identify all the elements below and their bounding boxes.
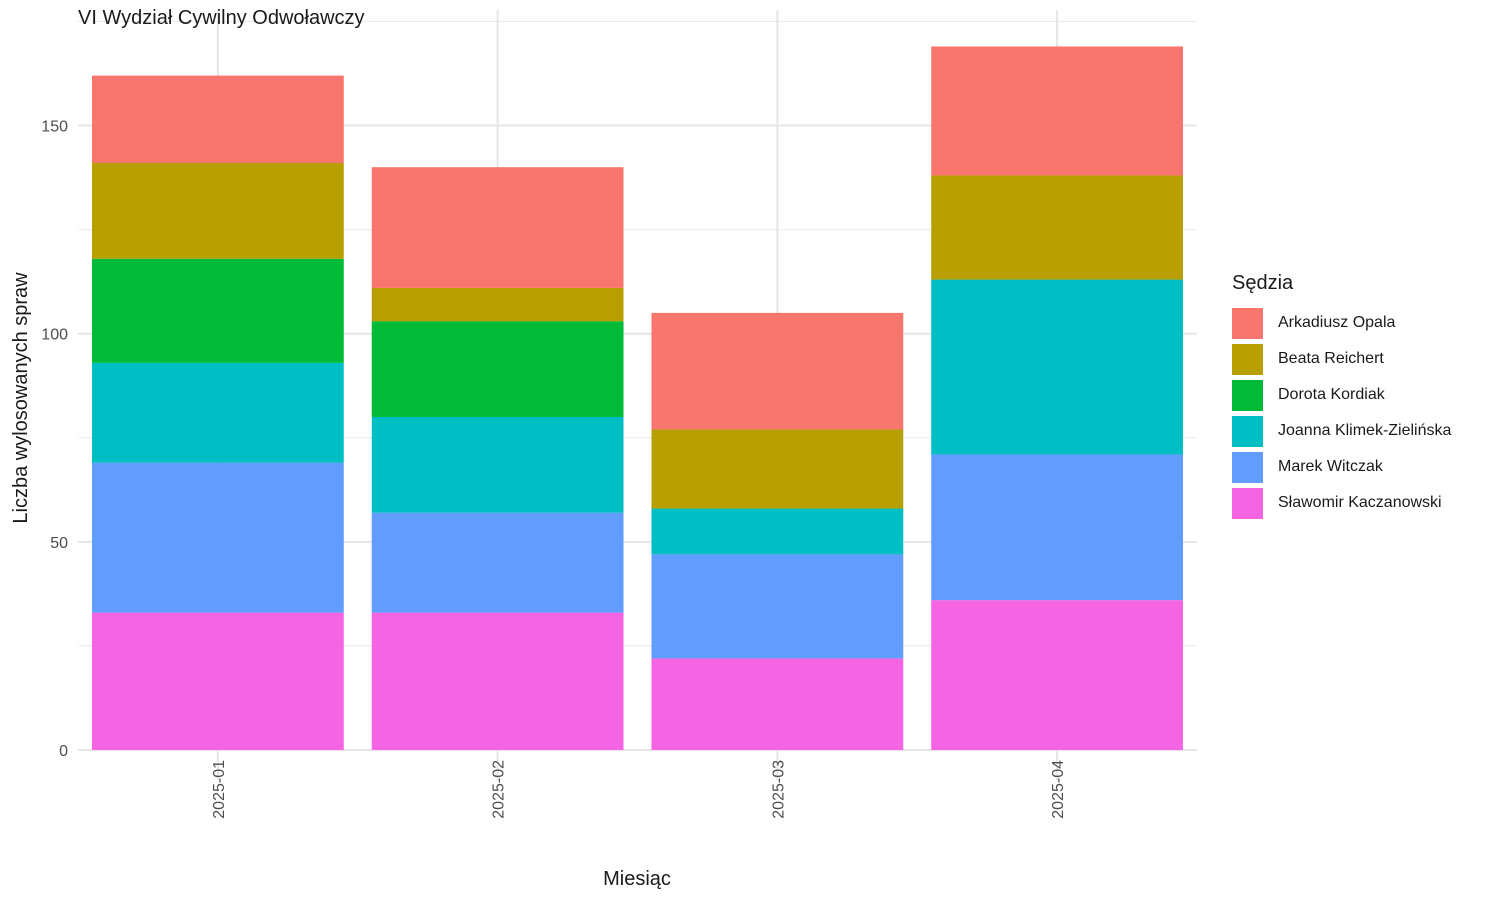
legend-items: Arkadiusz Opala Beata Reichert Dorota Kord… — [1232, 305, 1451, 521]
bar-segment — [91, 75, 344, 164]
legend-item: Arkadiusz Opala — [1232, 305, 1451, 341]
bar-segment — [651, 554, 904, 659]
x-tick-label: 2025-04 — [1050, 760, 1067, 819]
y-tick-label: 150 — [41, 119, 68, 136]
legend-swatch — [1232, 451, 1263, 483]
legend-label: Joanna Klimek-Zielińska — [1278, 422, 1452, 439]
bar-segment — [931, 454, 1184, 601]
legend-title: Sędzia — [1232, 272, 1294, 294]
y-tick-label: 0 — [59, 743, 68, 760]
legend-item: Sławomir Kaczanowski — [1232, 485, 1451, 521]
legend-item: Beata Reichert — [1232, 341, 1451, 377]
y-tick-label: 100 — [41, 327, 68, 344]
legend: Sędzia Arkadiusz Opala Beata Reichert Doro… — [1232, 272, 1451, 521]
bar-segment — [371, 416, 624, 513]
legend-label: Beata Reichert — [1278, 350, 1384, 367]
bar-segment — [371, 287, 624, 322]
bar-segment — [651, 508, 904, 555]
legend-item: Joanna Klimek-Zielińska — [1232, 413, 1451, 449]
bar-segment — [91, 163, 344, 259]
bar-segment — [91, 258, 344, 363]
bar-segment — [371, 321, 624, 417]
x-axis-label: Miesiąc — [603, 868, 671, 890]
legend-item: Dorota Kordiak — [1232, 377, 1451, 413]
bar-segment — [91, 462, 344, 613]
bar-segment — [371, 512, 624, 613]
legend-item: Marek Witczak — [1232, 449, 1451, 485]
legend-swatch — [1232, 487, 1263, 519]
legend-swatch — [1232, 415, 1263, 447]
legend-label: Arkadiusz Opala — [1278, 314, 1396, 331]
bar-segment — [651, 312, 904, 430]
x-tick-label: 2025-01 — [211, 760, 228, 819]
bar-segment — [371, 612, 624, 750]
legend-swatch — [1232, 307, 1263, 339]
y-axis-ticks: 0 50 100 150 — [41, 119, 68, 760]
bar-segment — [931, 279, 1184, 455]
y-tick-label: 50 — [50, 535, 68, 552]
chart-title: VI Wydział Cywilny Odwoławczy — [78, 7, 365, 29]
x-axis-ticks: 2025-01 2025-02 2025-03 2025-04 — [211, 760, 1067, 819]
bar-stacks — [91, 46, 1184, 750]
y-axis-label: Liczba wylosowanych spraw — [10, 272, 32, 524]
legend-label: Dorota Kordiak — [1278, 386, 1385, 403]
bar-segment — [371, 167, 624, 288]
legend-swatch — [1232, 343, 1263, 375]
legend-label: Sławomir Kaczanowski — [1278, 494, 1442, 511]
bar-segment — [931, 175, 1184, 280]
x-tick-label: 2025-02 — [491, 760, 508, 819]
legend-label: Marek Witczak — [1278, 458, 1383, 475]
bar-segment — [931, 600, 1184, 750]
legend-swatch — [1232, 379, 1263, 411]
x-tick-label: 2025-03 — [770, 760, 787, 819]
bar-segment — [651, 658, 904, 750]
bar-segment — [931, 46, 1184, 176]
bar-segment — [651, 429, 904, 509]
bar-segment — [91, 362, 344, 463]
bar-segment — [91, 612, 344, 750]
